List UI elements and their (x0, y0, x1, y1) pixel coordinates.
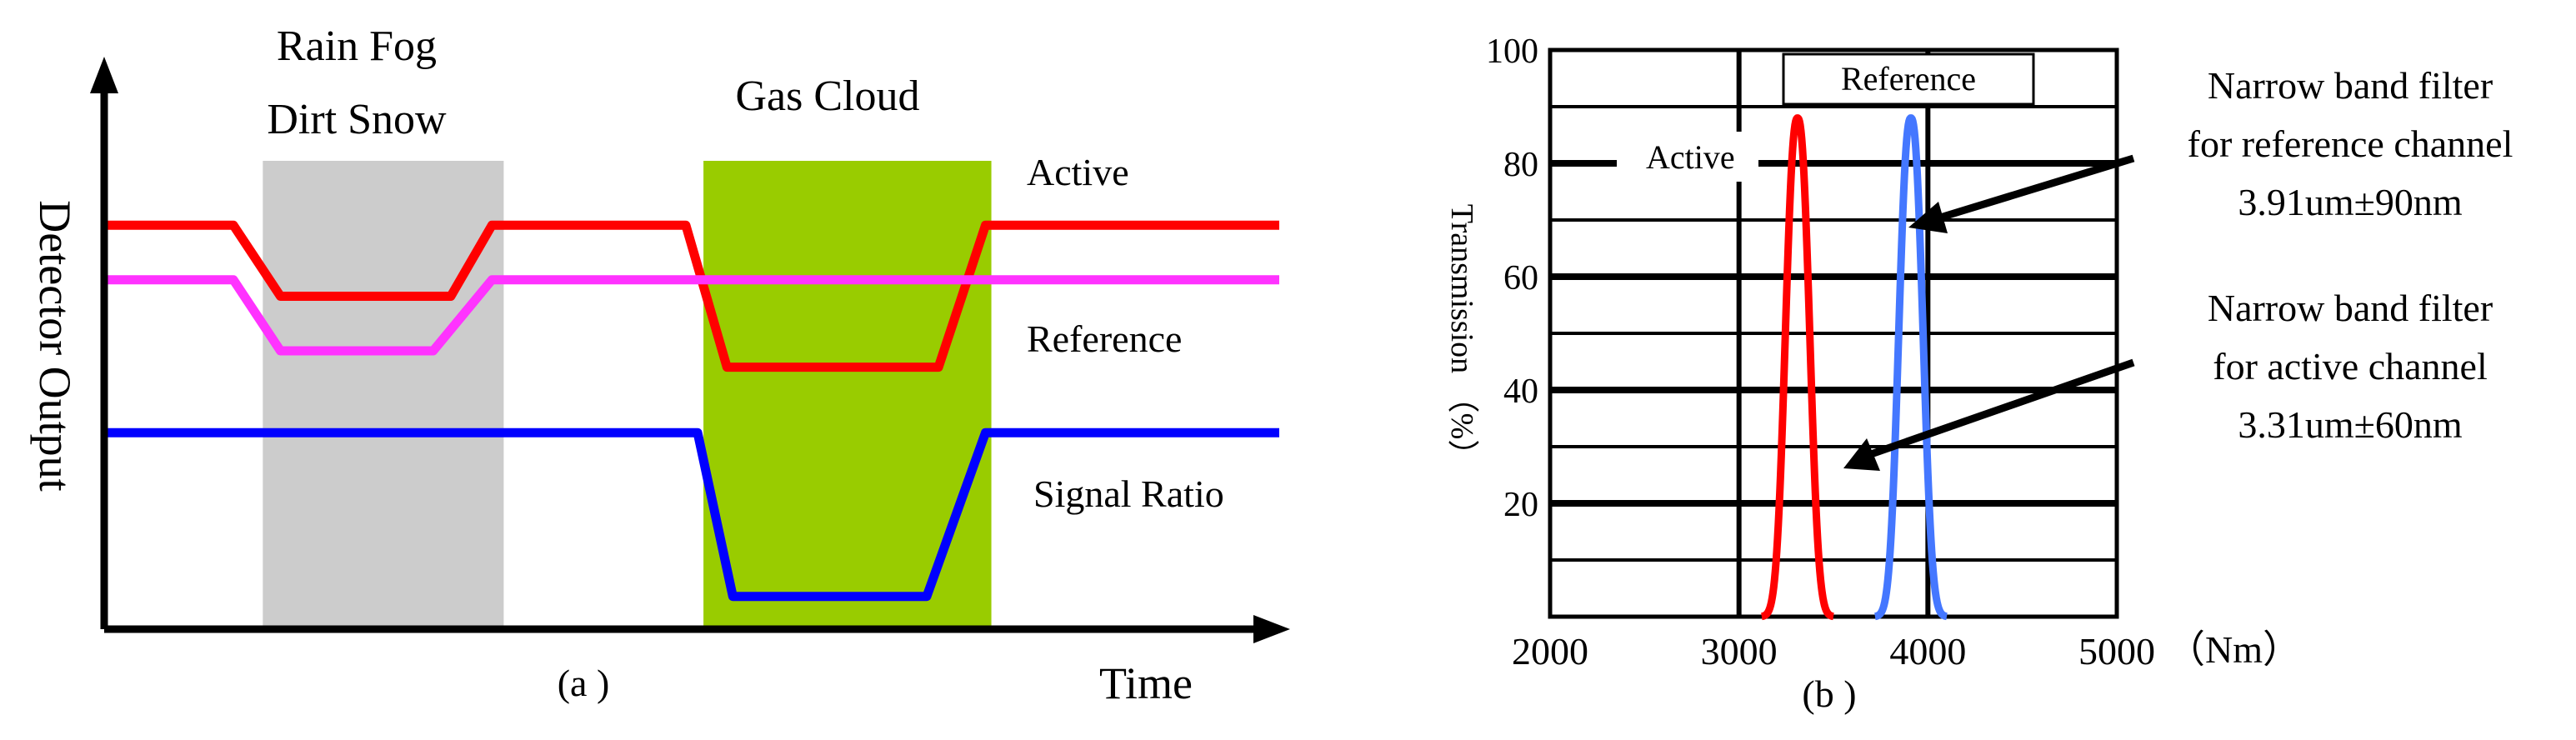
transmission-curve-active (1758, 114, 1837, 621)
annotation-arrow-head (1908, 202, 1948, 233)
region-label-line: Dirt Snow (267, 96, 447, 143)
b-x-tick-label: 5000 (2078, 630, 2155, 672)
b-y-tick-label: 40 (1503, 372, 1538, 411)
series-label-signal-ratio: Signal Ratio (1033, 472, 1224, 515)
a-y-axis-arrow (90, 57, 118, 93)
series-label-active: Active (1027, 151, 1129, 193)
annotation-arrow-head (1843, 438, 1880, 471)
series-line-reference (104, 275, 1279, 356)
annotation-line: 3.31um±60nm (2238, 403, 2463, 446)
b-y-tick-label: 60 (1503, 259, 1538, 298)
b-y-tick-label: 100 (1486, 32, 1538, 71)
b-y-axis-label: Transmission （%） (1444, 204, 1479, 472)
region-gas (703, 161, 992, 629)
annotation-reference: Narrow band filter for reference channel… (1908, 64, 2513, 233)
panel-b: Active Reference 2000 3000 4000 5000 20 40 60 8… (1444, 32, 2513, 715)
annotation-line: for reference channel (2188, 122, 2513, 165)
b-y-tick-label: 20 (1503, 486, 1538, 524)
b-x-tick-label: 3000 (1701, 630, 1778, 672)
annotation-arrow-line (1936, 154, 2135, 222)
panel-a: Rain Fog Dirt Snow Gas Cloud Active Refe… (30, 22, 1290, 708)
series-label-reference: Reference (1027, 318, 1182, 360)
transmission-curve-reference (1872, 114, 1950, 621)
annotation-line: Narrow band filter (2208, 287, 2493, 329)
annotation-line: 3.91um±90nm (2238, 181, 2463, 223)
annotation-active: Narrow band filter for active channel 3.… (1843, 287, 2493, 471)
a-x-axis-arrow (1253, 615, 1290, 643)
annotation-line: for active channel (2213, 345, 2487, 388)
region-interference (263, 161, 504, 629)
legend-box-active (1617, 132, 1758, 182)
annotation-arrow-line (1869, 358, 2135, 458)
panel-b-label: (b ) (1802, 672, 1856, 715)
legend-label-active: Active (1646, 138, 1735, 176)
a-x-axis-label: Time (1099, 658, 1193, 708)
b-y-tick-label: 80 (1503, 146, 1538, 184)
b-x-axis-label: （Nm） (2167, 628, 2301, 671)
panel-a-label: (a ) (558, 662, 610, 704)
legend-box-reference (1782, 52, 2035, 106)
b-x-tick-label: 2000 (1512, 630, 1588, 672)
series-line-signal-ratio (104, 428, 1279, 602)
series-line-active (104, 220, 1279, 372)
annotation-line: Narrow band filter (2208, 64, 2493, 107)
region-label-line: Gas Cloud (736, 72, 920, 120)
b-x-tick-label: 4000 (1889, 630, 1966, 672)
a-y-axis-label: Detector Output (30, 200, 80, 491)
legend-label-reference: Reference (1841, 60, 1976, 98)
region-label-line: Rain Fog (277, 22, 437, 70)
